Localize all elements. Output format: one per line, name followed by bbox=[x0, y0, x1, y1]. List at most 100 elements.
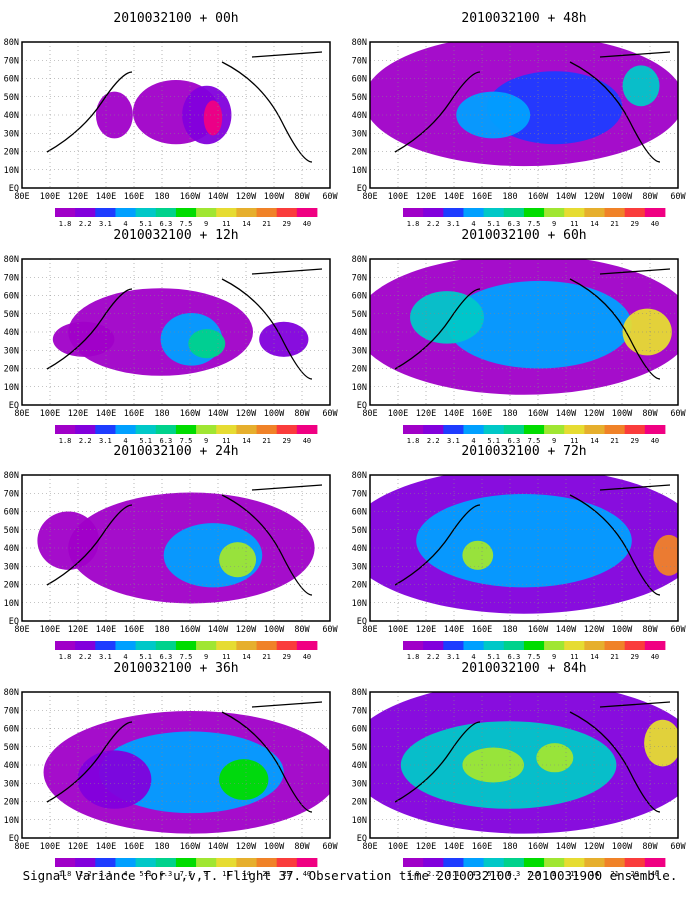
x-tick-label: 120E bbox=[416, 625, 436, 635]
y-tick-label: EQ bbox=[357, 184, 367, 194]
colorbar-label: 5.1 bbox=[139, 220, 152, 228]
x-tick-label: 180 bbox=[502, 192, 517, 202]
colorbar-label: 4 bbox=[471, 437, 475, 445]
y-tick-label: 80N bbox=[352, 38, 367, 48]
x-tick-label: 60W bbox=[670, 842, 686, 852]
colorbar-swatch bbox=[115, 208, 137, 217]
y-tick-label: 60N bbox=[352, 75, 367, 85]
variance-contour bbox=[219, 759, 269, 801]
variance-contour bbox=[622, 65, 660, 107]
colorbar-label: 40 bbox=[303, 437, 311, 445]
colorbar-swatch bbox=[256, 858, 278, 867]
y-tick-label: 40N bbox=[4, 761, 19, 771]
x-tick-label: 100E bbox=[388, 409, 408, 419]
colorbar-swatch bbox=[564, 858, 585, 867]
colorbar-label: 7.5 bbox=[180, 437, 193, 445]
x-tick-label: 80W bbox=[294, 409, 310, 419]
colorbar-swatch bbox=[95, 208, 116, 217]
y-tick-label: 80N bbox=[4, 688, 19, 698]
colorbar-swatch bbox=[443, 425, 464, 434]
colorbar-label: 6.3 bbox=[160, 437, 173, 445]
y-tick-label: 40N bbox=[4, 111, 19, 121]
colorbar-label: 11 bbox=[570, 220, 578, 228]
x-tick-label: 120W bbox=[236, 409, 257, 419]
colorbar-label: 5.1 bbox=[139, 437, 152, 445]
colorbar-swatch bbox=[196, 858, 217, 867]
panel-title: 2010032100 + 12h bbox=[113, 228, 238, 243]
colorbar-label: 3.1 bbox=[447, 653, 460, 661]
colorbar-label: 6.3 bbox=[160, 653, 173, 661]
colorbar-label: 6.3 bbox=[508, 870, 521, 878]
y-tick-label: 50N bbox=[4, 526, 19, 536]
colorbar-label: 3.1 bbox=[99, 870, 112, 878]
colorbar-swatch bbox=[624, 858, 646, 867]
colorbar-label: 40 bbox=[303, 870, 311, 878]
colorbar-swatch bbox=[584, 641, 605, 650]
y-tick-label: EQ bbox=[9, 617, 19, 627]
y-tick-label: 40N bbox=[352, 328, 367, 338]
colorbar-swatch bbox=[423, 208, 444, 217]
y-tick-label: 10N bbox=[352, 599, 367, 609]
y-tick-label: 70N bbox=[4, 489, 19, 499]
colorbar-label: 1.8 bbox=[59, 870, 72, 878]
variance-contour bbox=[536, 743, 574, 773]
y-tick-label: 50N bbox=[4, 310, 19, 320]
colorbar-label: 1.8 bbox=[59, 220, 72, 228]
colorbar-swatch bbox=[564, 208, 585, 217]
y-tick-label: 50N bbox=[352, 526, 367, 536]
y-tick-label: EQ bbox=[9, 401, 19, 411]
x-tick-label: 120W bbox=[584, 192, 605, 202]
colorbar-swatch bbox=[624, 425, 646, 434]
x-tick-label: 160E bbox=[472, 409, 492, 419]
y-tick-label: 20N bbox=[352, 581, 367, 591]
variance-field bbox=[370, 259, 678, 395]
colorbar-swatch bbox=[644, 208, 666, 217]
coastline bbox=[394, 484, 671, 596]
colorbar-swatch bbox=[155, 858, 177, 867]
colorbar-label: 11 bbox=[570, 653, 578, 661]
colorbar-label: 5.1 bbox=[139, 870, 152, 878]
colorbar-label: 9 bbox=[552, 653, 556, 661]
x-tick-label: 120E bbox=[68, 192, 88, 202]
colorbar-label: 29 bbox=[631, 220, 639, 228]
colorbar-swatch bbox=[236, 641, 257, 650]
x-tick-label: 140W bbox=[556, 842, 577, 852]
y-tick-label: 70N bbox=[4, 706, 19, 716]
variance-field bbox=[370, 475, 678, 614]
colorbar-swatch bbox=[296, 208, 318, 217]
y-tick-label: 20N bbox=[4, 798, 19, 808]
x-tick-label: 120E bbox=[68, 842, 88, 852]
variance-contour bbox=[77, 750, 152, 809]
colorbar-swatch bbox=[276, 425, 298, 434]
x-tick-label: 80W bbox=[642, 192, 658, 202]
x-tick-label: 80W bbox=[294, 192, 310, 202]
x-tick-label: 140E bbox=[444, 625, 464, 635]
colorbar-swatch bbox=[523, 641, 545, 650]
colorbar-label: 7.5 bbox=[528, 437, 541, 445]
plot-frame bbox=[21, 691, 331, 839]
colorbar-swatch bbox=[403, 208, 424, 217]
colorbar-label: 7.5 bbox=[528, 653, 541, 661]
y-tick-label: 80N bbox=[4, 471, 19, 481]
colorbar-label: 29 bbox=[283, 870, 291, 878]
colorbar-label: 3.1 bbox=[447, 870, 460, 878]
colorbar-label: 9 bbox=[204, 437, 208, 445]
y-tick-label: 30N bbox=[4, 129, 19, 139]
colorbar-swatch bbox=[55, 641, 76, 650]
x-tick-label: 80W bbox=[642, 842, 658, 852]
x-tick-label: 100W bbox=[612, 625, 633, 635]
colorbar-label: 14 bbox=[242, 870, 250, 878]
colorbar-label: 29 bbox=[283, 653, 291, 661]
coastline bbox=[394, 701, 671, 813]
y-tick-label: 50N bbox=[4, 743, 19, 753]
x-tick-label: 60W bbox=[670, 409, 686, 419]
plot-frame bbox=[369, 474, 679, 622]
plot-frame bbox=[369, 258, 679, 406]
colorbar-label: 4 bbox=[471, 220, 475, 228]
y-tick-label: 20N bbox=[352, 365, 367, 375]
colorbar-label: 4 bbox=[123, 437, 127, 445]
x-tick-label: 140W bbox=[208, 842, 229, 852]
colorbar-label: 2.2 bbox=[427, 437, 440, 445]
x-tick-label: 80W bbox=[294, 625, 310, 635]
y-tick-label: 70N bbox=[4, 56, 19, 66]
